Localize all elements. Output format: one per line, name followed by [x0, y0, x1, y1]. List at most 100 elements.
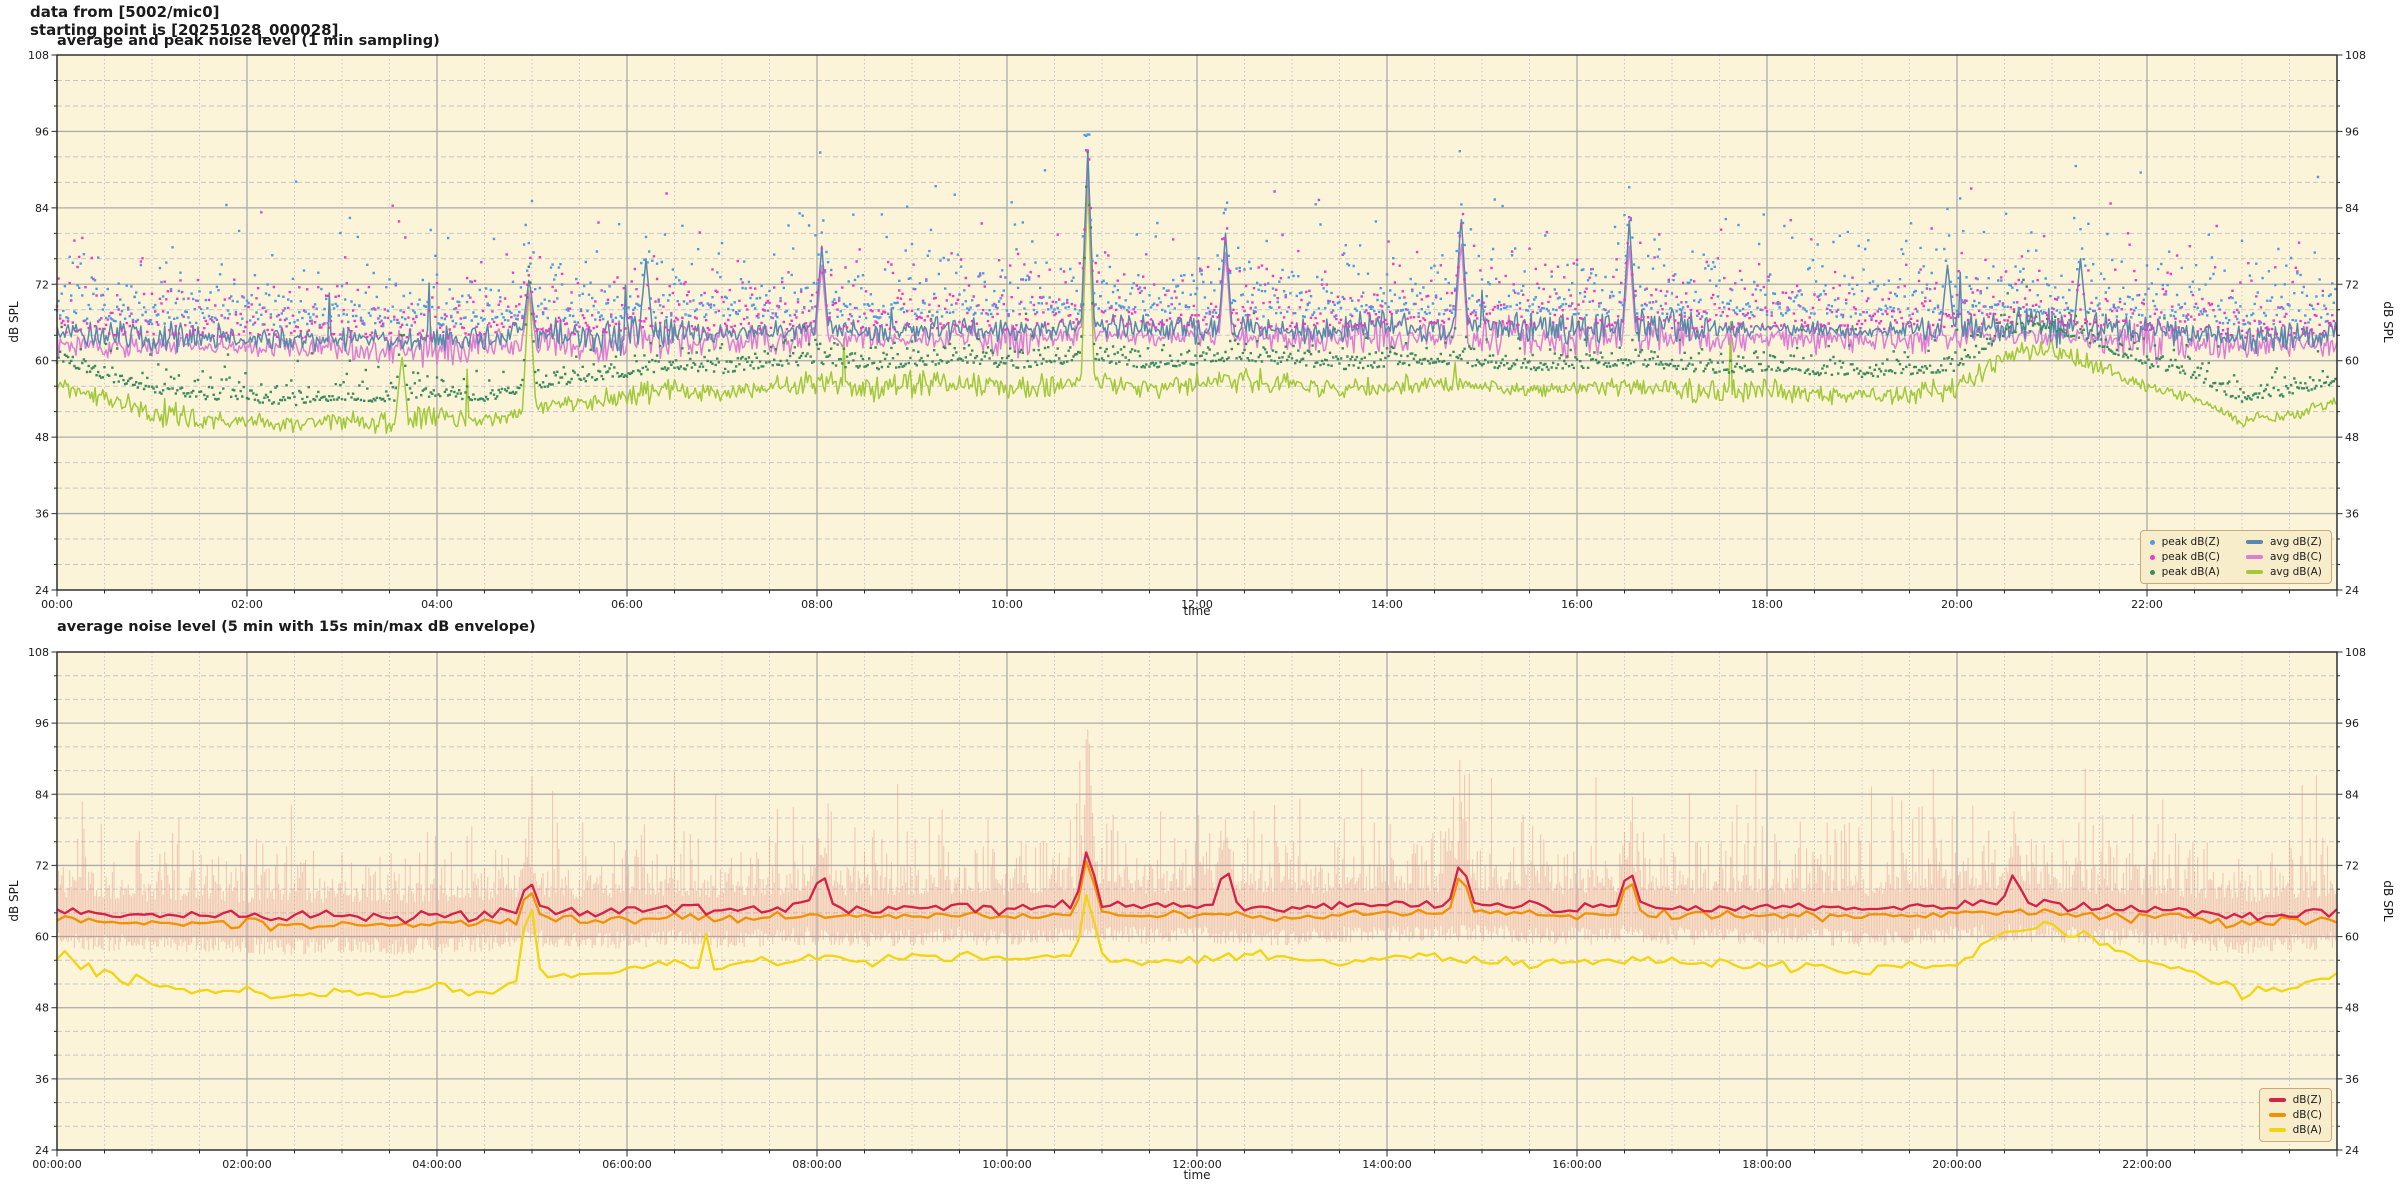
legend-entry: avg dB(A)	[2245, 566, 2322, 578]
xtick-label: 22:00	[2131, 598, 2163, 611]
ytick-label-right: 24	[2345, 584, 2359, 597]
legend-label-db-z-: dB(Z)	[2292, 1094, 2322, 1106]
legend-line-marker	[2245, 540, 2263, 544]
top-chart-ylabel-left: dB SPL	[7, 301, 21, 343]
legend-label-db-a-: dB(A)	[2292, 1124, 2322, 1136]
ytick-label-right: 84	[2345, 202, 2359, 215]
ytick-label-right: 36	[2345, 508, 2359, 521]
legend-label-peak-db-a-: peak dB(A)	[2161, 566, 2220, 578]
legend-label-avg-db-a-: avg dB(A)	[2269, 566, 2322, 578]
xtick-label: 00:00	[41, 598, 73, 611]
ytick-label-right: 60	[2345, 931, 2359, 944]
legend-line-marker	[2268, 1098, 2286, 1102]
ytick-label-left: 60	[35, 931, 49, 944]
legend-entry: dB(Z)	[2268, 1094, 2322, 1106]
ytick-label-left: 108	[28, 49, 49, 62]
xtick-label: 18:00:00	[1742, 1158, 1791, 1171]
ytick-label-left: 24	[35, 584, 49, 597]
ytick-label-right: 108	[2345, 49, 2366, 62]
top-chart-legend: peak dB(Z) peak dB(C) peak dB(A) avg dB(Z) a…	[2139, 530, 2332, 584]
xtick-label: 00:00:00	[32, 1158, 81, 1171]
ytick-label-right: 96	[2345, 717, 2359, 730]
legend-column: dB(Z) dB(C) dB(A)	[2268, 1094, 2322, 1136]
top-chart-title: average and peak noise level (1 min samp…	[57, 33, 440, 49]
ytick-label-left: 96	[35, 125, 49, 138]
series-line-avg-db-z-	[56, 149, 2338, 357]
legend-column: avg dB(Z) avg dB(C) avg dB(A)	[2245, 536, 2322, 578]
ytick-label-left: 60	[35, 355, 49, 368]
legend-entry: peak dB(A)	[2149, 566, 2220, 578]
xtick-label: 20:00	[1941, 598, 1973, 611]
legend-entry: dB(A)	[2268, 1124, 2322, 1136]
ytick-label-right: 60	[2345, 355, 2359, 368]
xtick-label: 02:00:00	[222, 1158, 271, 1171]
xtick-label: 14:00	[1371, 598, 1403, 611]
xtick-label: 22:00:00	[2122, 1158, 2171, 1171]
bottom-chart-title: average noise level (5 min with 15s min/…	[57, 619, 536, 635]
xtick-label: 12:00:00	[1172, 1158, 1221, 1171]
bottom-chart-ylabel-right: dB SPL	[2381, 880, 2395, 922]
legend-dot-marker	[2149, 569, 2155, 575]
ytick-label-right: 48	[2345, 431, 2359, 444]
ytick-label-right: 48	[2345, 1002, 2359, 1015]
legend-label-db-c-: dB(C)	[2292, 1109, 2322, 1121]
xtick-label: 20:00:00	[1932, 1158, 1981, 1171]
axis-ticks	[51, 651, 2343, 1157]
legend-line-marker	[2245, 570, 2263, 574]
legend-column: peak dB(Z) peak dB(C) peak dB(A)	[2149, 536, 2220, 578]
legend-entry: peak dB(Z)	[2149, 536, 2220, 548]
header-start: starting point is [20251028_000028]	[30, 21, 339, 39]
ytick-label-right: 108	[2345, 646, 2366, 659]
legend-label-peak-db-c-: peak dB(C)	[2161, 551, 2220, 563]
legend-line-marker	[2268, 1128, 2286, 1132]
top-chart-xlabel: time	[1183, 604, 1211, 618]
ytick-label-right: 72	[2345, 278, 2359, 291]
xtick-label: 08:00:00	[792, 1158, 841, 1171]
xtick-label: 12:00	[1181, 598, 1213, 611]
xtick-label: 18:00	[1751, 598, 1783, 611]
legend-entry: dB(C)	[2268, 1109, 2322, 1121]
ytick-label-left: 36	[35, 508, 49, 521]
ytick-label-right: 72	[2345, 859, 2359, 872]
xtick-label: 08:00	[801, 598, 833, 611]
xtick-label: 16:00:00	[1552, 1158, 1601, 1171]
ytick-label-right: 24	[2345, 1144, 2359, 1157]
ytick-label-left: 72	[35, 278, 49, 291]
series-line-avg-db-a-	[56, 181, 2338, 434]
legend-entry: peak dB(C)	[2149, 551, 2220, 563]
legend-dot-marker	[2149, 554, 2155, 560]
xtick-label: 06:00:00	[602, 1158, 651, 1171]
legend-dot-marker	[2149, 539, 2155, 545]
series-line-db-z-	[56, 851, 2338, 925]
legend-label-avg-db-z-: avg dB(Z)	[2269, 536, 2322, 548]
legend-label-peak-db-z-: peak dB(Z)	[2161, 536, 2220, 548]
ytick-label-right: 36	[2345, 1073, 2359, 1086]
ytick-label-left: 72	[35, 859, 49, 872]
ytick-label-right: 84	[2345, 788, 2359, 801]
xtick-label: 14:00:00	[1362, 1158, 1411, 1171]
series-line-db-a-	[56, 894, 2338, 1001]
legend-label-avg-db-c-: avg dB(C)	[2269, 551, 2322, 563]
series-scatter-peak-db-a-	[55, 150, 2337, 407]
xtick-label: 06:00	[611, 598, 643, 611]
ytick-label-left: 96	[35, 717, 49, 730]
ytick-label-left: 36	[35, 1073, 49, 1086]
ytick-label-right: 96	[2345, 125, 2359, 138]
xtick-label: 04:00	[421, 598, 453, 611]
xtick-label: 16:00	[1561, 598, 1593, 611]
xtick-label: 10:00	[991, 598, 1023, 611]
xtick-label: 04:00:00	[412, 1158, 461, 1171]
xtick-label: 10:00:00	[982, 1158, 1031, 1171]
ytick-label-left: 24	[35, 1144, 49, 1157]
ytick-label-left: 48	[35, 431, 49, 444]
legend-line-marker	[2245, 555, 2263, 559]
ytick-label-left: 108	[28, 646, 49, 659]
axis-ticks	[51, 54, 2343, 597]
bottom-chart-legend: dB(Z) dB(C) dB(A)	[2258, 1088, 2332, 1142]
bottom-chart-ylabel-left: dB SPL	[7, 880, 21, 922]
bottom-chart-xlabel: time	[1183, 1168, 1211, 1182]
ytick-label-left: 84	[35, 788, 49, 801]
series-line-db-c-	[56, 860, 2338, 932]
ytick-label-left: 48	[35, 1002, 49, 1015]
